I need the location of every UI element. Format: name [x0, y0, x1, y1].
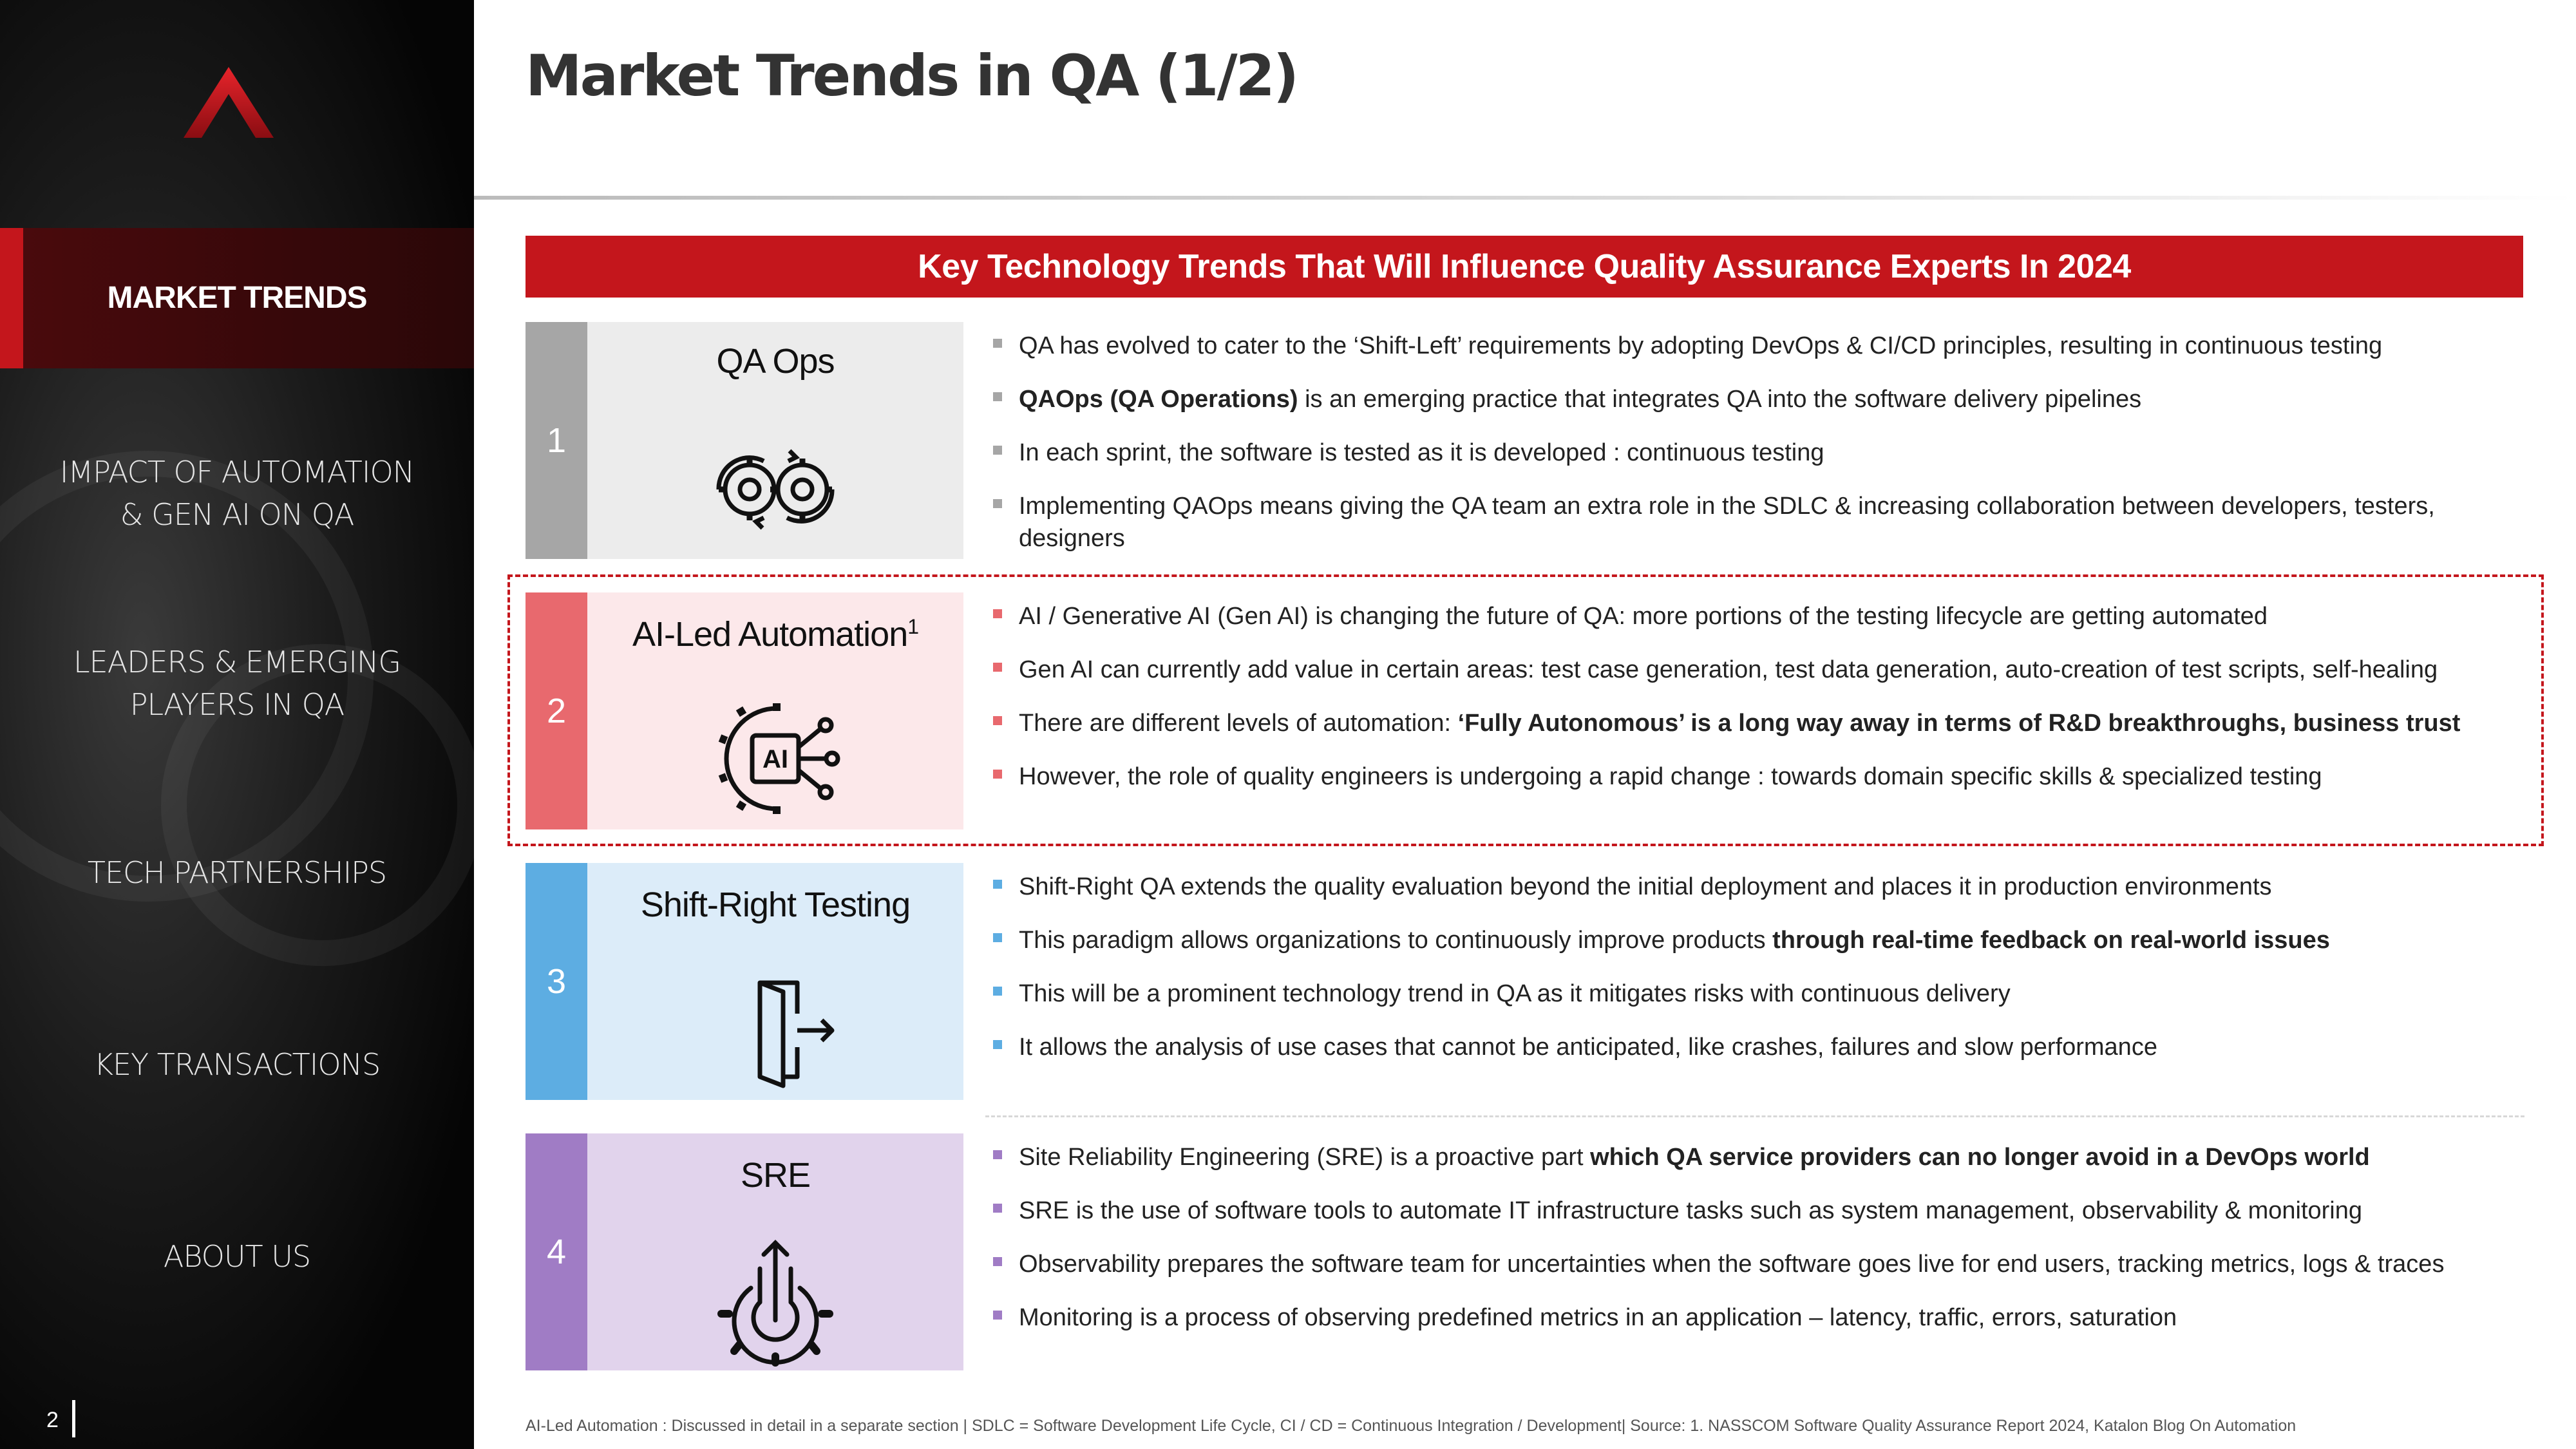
sidebar-item-label: ABOUT US	[163, 1239, 311, 1274]
highlight-box	[507, 574, 2544, 846]
trend-title: AI-Led Automation1	[632, 615, 919, 654]
trend-row-shift-right-testing: 3 Shift-Right Testing Shift-Right QA ext…	[526, 863, 2523, 1100]
trend-icon-panel: AI-Led Automation1 AI	[587, 592, 963, 829]
sidebar-item-label: IMPACT OF AUTOMATION & GEN AI ON QA	[59, 455, 415, 532]
sidebar-item-label: TECH PARTNERSHIPS	[87, 855, 387, 890]
gear-upload-icon	[717, 1240, 833, 1367]
svg-text:AI: AI	[762, 745, 788, 773]
page-title: Market Trends in QA (1/2)	[526, 43, 1299, 109]
page-number: 2	[46, 1408, 59, 1432]
bullet-item: In each sprint, the software is tested a…	[983, 437, 2522, 469]
bullet-item: SRE is the use of software tools to auto…	[983, 1195, 2522, 1227]
trend-row-sre: 4 SRE Site Reliability Engineering (SRE)…	[526, 1133, 2523, 1370]
bullet-item: It allows the analysis of use cases that…	[983, 1031, 2522, 1063]
door-exit-icon	[757, 980, 835, 1088]
footnote: AI-Led Automation : Discussed in detail …	[526, 1417, 2297, 1435]
trend-number: 4	[526, 1133, 587, 1370]
ai-chip-gear-icon: AI	[718, 703, 840, 814]
trend-bullets: QA has evolved to cater to the ‘Shift-Le…	[983, 330, 2522, 576]
page-number-divider	[72, 1400, 75, 1437]
bullet-item: However, the role of quality engineers i…	[983, 761, 2522, 793]
company-logo-icon	[184, 67, 274, 138]
bullet-item: Site Reliability Engineering (SRE) is a …	[983, 1141, 2522, 1173]
trend-bullets: Shift-Right QA extends the quality evalu…	[983, 871, 2522, 1084]
sidebar-item-leaders-emerging-players[interactable]: LEADERS & EMERGING PLAYERS IN QA	[0, 641, 474, 726]
trend-number: 2	[526, 592, 587, 829]
trend-icon-panel: Shift-Right Testing	[587, 863, 963, 1100]
trend-title: Shift-Right Testing	[640, 886, 911, 924]
sidebar-item-about-us[interactable]: ABOUT US	[0, 1235, 474, 1278]
trend-number: 3	[526, 863, 587, 1100]
sidebar-item-label: MARKET TRENDS	[107, 281, 368, 315]
bullet-item: AI / Generative AI (Gen AI) is changing …	[983, 600, 2522, 632]
bullet-item: QAOps (QA Operations) is an emerging pra…	[983, 383, 2522, 415]
sidebar-item-label: KEY TRANSACTIONS	[93, 1047, 381, 1082]
trend-bullets: AI / Generative AI (Gen AI) is changing …	[983, 600, 2522, 814]
trend-icon-panel: QA Ops	[587, 322, 963, 559]
trend-number: 1	[526, 322, 587, 559]
sidebar-item-market-trends[interactable]: MARKET TRENDS	[0, 228, 474, 368]
bullet-item: Monitoring is a process of observing pre…	[983, 1302, 2522, 1334]
bullet-item: Implementing QAOps means giving the QA t…	[983, 490, 2522, 554]
bullet-item: This will be a prominent technology tren…	[983, 978, 2522, 1010]
gears-cycle-icon	[716, 449, 835, 530]
trend-row-qa-ops: 1 QA Ops QA has evolved to cater to the …	[526, 322, 2523, 559]
section-banner: Key Technology Trends That Will Influenc…	[526, 236, 2523, 298]
trend-title: QA Ops	[716, 342, 835, 381]
trend-title: SRE	[740, 1156, 811, 1195]
bullet-item: Shift-Right QA extends the quality evalu…	[983, 871, 2522, 903]
bullet-item: Observability prepares the software team…	[983, 1248, 2522, 1280]
sidebar-item-tech-partnerships[interactable]: TECH PARTNERSHIPS	[0, 851, 474, 894]
bullet-item: There are different levels of automation…	[983, 707, 2522, 739]
bullet-item: QA has evolved to cater to the ‘Shift-Le…	[983, 330, 2522, 362]
trend-row-ai-led-automation: 2 AI-Led Automation1 AI AI / Generative …	[526, 592, 2523, 829]
bullet-item: Gen AI can currently add value in certai…	[983, 654, 2522, 686]
sidebar-item-label: LEADERS & EMERGING PLAYERS IN QA	[73, 645, 401, 722]
trend-icon-panel: SRE	[587, 1133, 963, 1370]
trend-bullets: Site Reliability Engineering (SRE) is a …	[983, 1141, 2522, 1355]
title-divider	[474, 196, 2576, 200]
bullet-item: This paradigm allows organizations to co…	[983, 924, 2522, 956]
sidebar: MARKET TRENDS IMPACT OF AUTOMATION & GEN…	[0, 0, 474, 1449]
sidebar-item-key-transactions[interactable]: KEY TRANSACTIONS	[0, 1043, 474, 1086]
sidebar-item-impact-of-automation[interactable]: IMPACT OF AUTOMATION & GEN AI ON QA	[0, 451, 474, 536]
row-separator	[985, 1115, 2524, 1117]
